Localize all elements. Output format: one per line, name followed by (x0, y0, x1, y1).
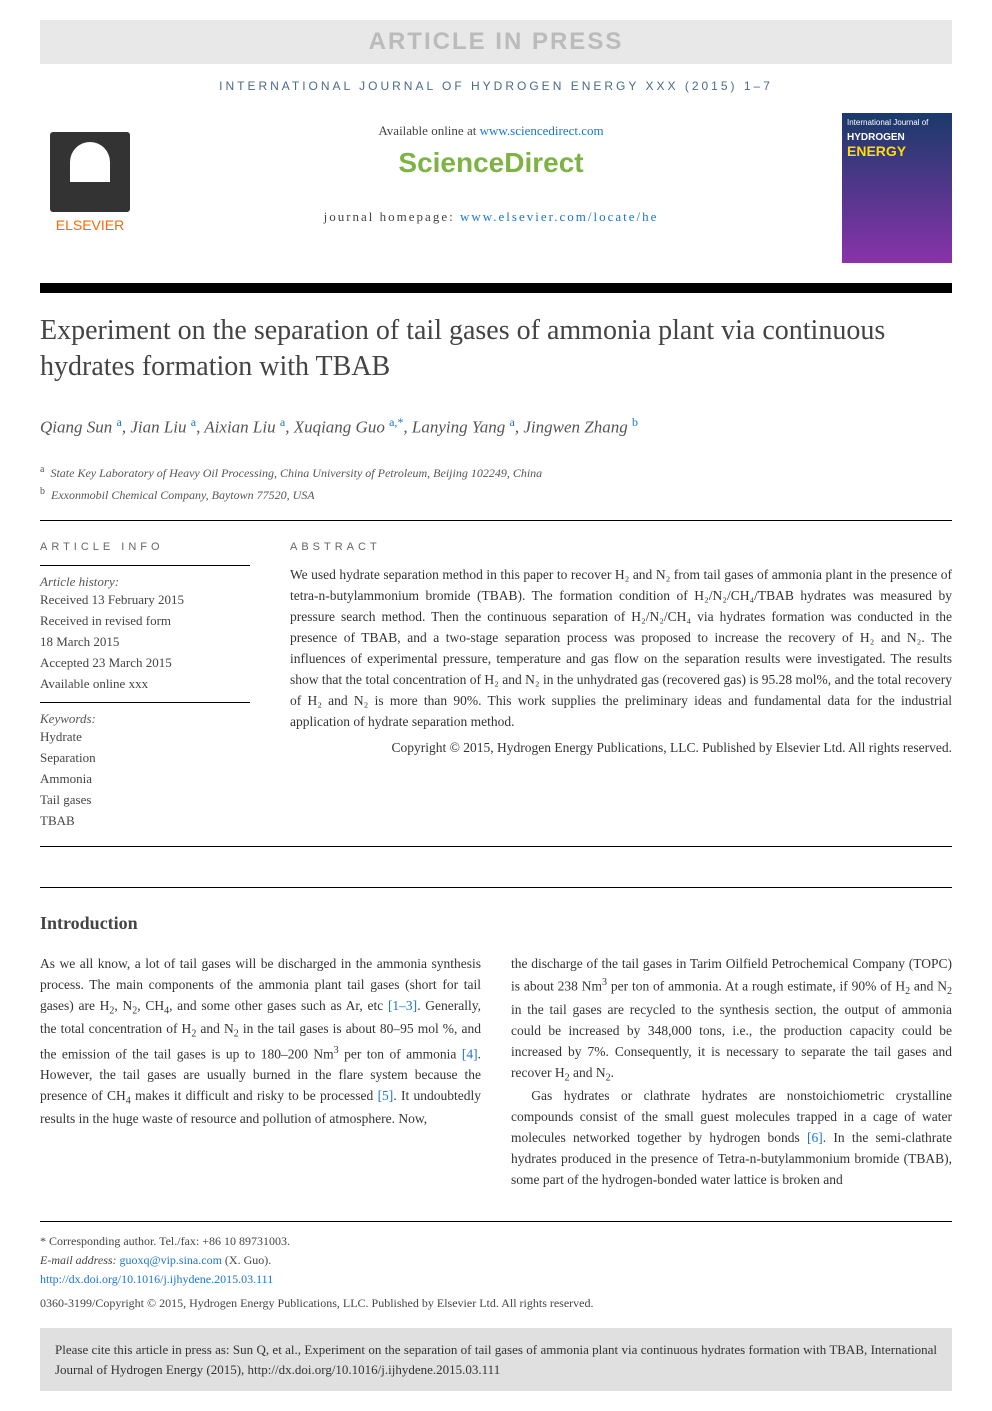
history-item: Received 13 February 2015 (40, 590, 250, 611)
keyword: Separation (40, 748, 250, 769)
email-line: E-mail address: guoxq@vip.sina.com (X. G… (40, 1251, 952, 1270)
elsevier-logo: ELSEVIER (40, 113, 140, 233)
journal-homepage-link[interactable]: www.elsevier.com/locate/he (460, 209, 658, 224)
authors-list: Qiang Sun a, Jian Liu a, Aixian Liu a, X… (40, 411, 952, 441)
article-info-heading: ARTICLE INFO (40, 541, 250, 553)
abstract-section: ABSTRACT We used hydrate separation meth… (290, 541, 952, 831)
article-in-press-banner: ARTICLE IN PRESS (40, 20, 952, 64)
article-title: Experiment on the separation of tail gas… (40, 313, 952, 386)
available-online-text: Available online at www.sciencedirect.co… (160, 123, 822, 139)
reference-link[interactable]: [5] (378, 1088, 394, 1103)
history-item: Received in revised form (40, 611, 250, 632)
journal-cover-thumbnail: International Journal of HYDROGEN ENERGY (842, 113, 952, 263)
journal-citation-header: INTERNATIONAL JOURNAL OF HYDROGEN ENERGY… (40, 64, 952, 103)
abstract-heading: ABSTRACT (290, 541, 952, 553)
keyword: Tail gases (40, 790, 250, 811)
reference-link[interactable]: [6] (807, 1130, 823, 1145)
introduction-heading: Introduction (40, 913, 952, 934)
keyword: Ammonia (40, 769, 250, 790)
reference-link[interactable]: [1–3] (388, 998, 417, 1013)
elsevier-label: ELSEVIER (56, 217, 124, 233)
sciencedirect-link[interactable]: www.sciencedirect.com (480, 123, 604, 138)
doi-link[interactable]: http://dx.doi.org/10.1016/j.ijhydene.201… (40, 1272, 273, 1286)
journal-homepage: journal homepage: www.elsevier.com/locat… (160, 209, 822, 225)
footnotes: * Corresponding author. Tel./fax: +86 10… (40, 1221, 952, 1314)
article-info-sidebar: ARTICLE INFO Article history: Received 1… (40, 541, 250, 831)
intro-column-left: As we all know, a lot of tail gases will… (40, 954, 481, 1190)
divider (40, 846, 952, 847)
abstract-text: We used hydrate separation method in thi… (290, 565, 952, 732)
divider (40, 520, 952, 521)
sciencedirect-logo: ScienceDirect (160, 147, 822, 179)
keywords-label: Keywords: (40, 711, 250, 727)
citation-box: Please cite this article in press as: Su… (40, 1328, 952, 1391)
reference-link[interactable]: [4] (462, 1046, 478, 1061)
intro-column-right: the discharge of the tail gases in Tarim… (511, 954, 952, 1190)
publisher-header: ELSEVIER Available online at www.science… (40, 103, 952, 283)
elsevier-tree-icon (50, 132, 130, 212)
history-item: Available online xxx (40, 674, 250, 695)
corresponding-author: * Corresponding author. Tel./fax: +86 10… (40, 1232, 952, 1251)
keyword: Hydrate (40, 727, 250, 748)
keyword: TBAB (40, 811, 250, 832)
abstract-copyright: Copyright © 2015, Hydrogen Energy Public… (290, 738, 952, 759)
history-item: Accepted 23 March 2015 (40, 653, 250, 674)
corresponding-email-link[interactable]: guoxq@vip.sina.com (120, 1253, 222, 1267)
issn-copyright: 0360-3199/Copyright © 2015, Hydrogen Ene… (40, 1294, 952, 1313)
article-history-label: Article history: (40, 574, 250, 590)
affiliations: a State Key Laboratory of Heavy Oil Proc… (40, 461, 952, 506)
history-item: 18 March 2015 (40, 632, 250, 653)
